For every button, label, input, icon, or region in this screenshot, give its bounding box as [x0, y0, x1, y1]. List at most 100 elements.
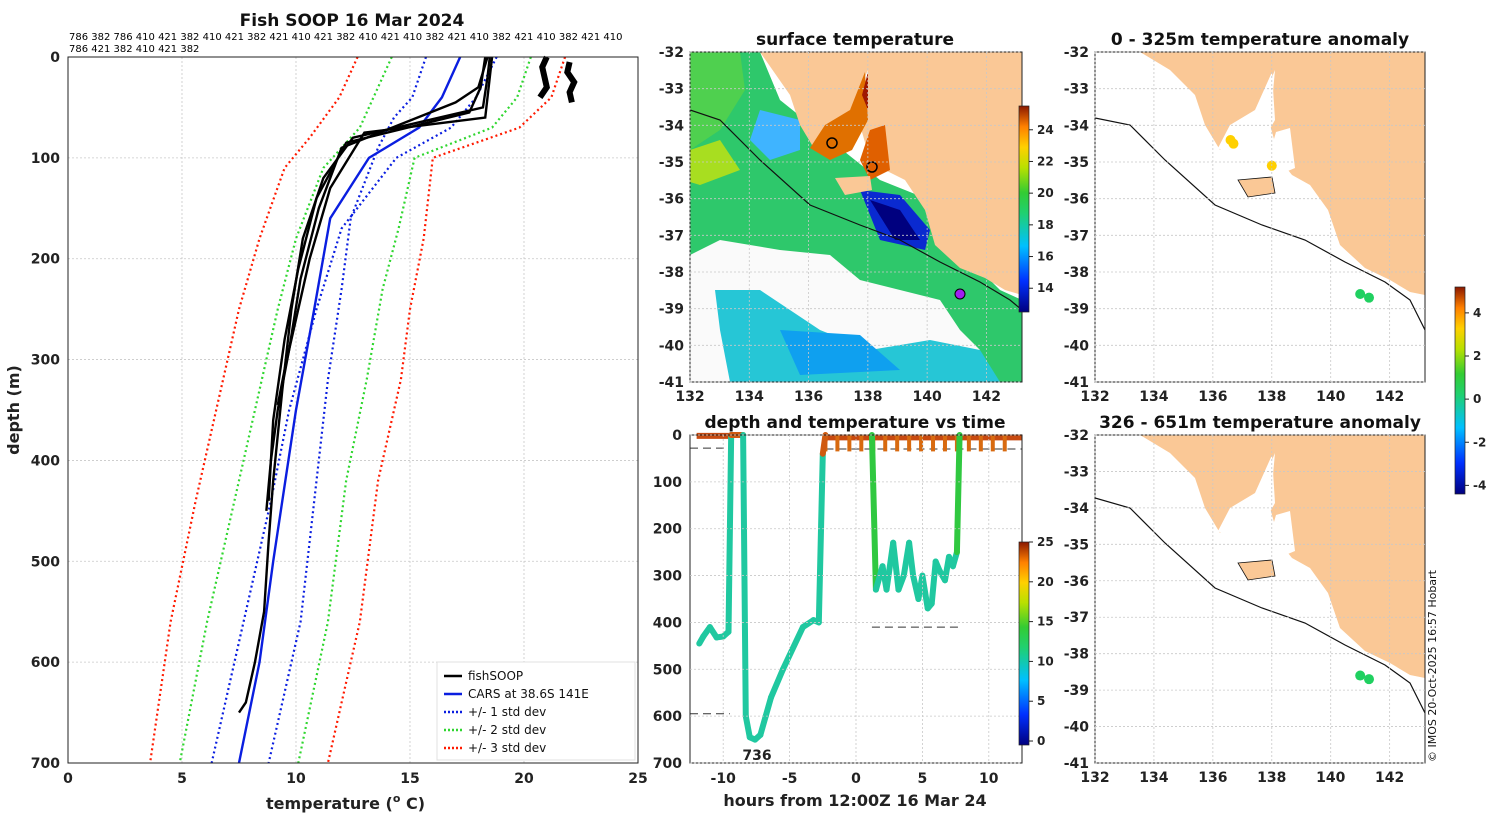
- anom2-points: [1355, 670, 1375, 685]
- anom1-xtick-label: 140: [1316, 389, 1345, 405]
- anomaly-colorbar: [1454, 286, 1466, 495]
- sst-ytick-label: -40: [659, 338, 685, 354]
- anom1-ticks: 132 134 136 138 140 142 -32 -33 -34 -35 -36 -37 -38 -…: [1064, 45, 1425, 405]
- time-trace-segment: [768, 666, 786, 701]
- sst-colorbar-tick-label: 14: [1037, 281, 1054, 295]
- anomaly-colorbar-tick-label: -4: [1473, 478, 1486, 492]
- time-colorbar-tick-label: 5: [1037, 694, 1045, 708]
- anomaly-colorbar-ticks: 4 2 0 -2 -4: [1465, 306, 1486, 492]
- time-trace-segment: [819, 432, 829, 457]
- profile-lines: [148, 55, 578, 764]
- anom1-xtick-label: 132: [1080, 389, 1109, 405]
- anom1-ytick-label: -33: [1064, 82, 1089, 98]
- time-xtick-label: -5: [782, 771, 798, 787]
- legend-label: fishSOOP: [468, 669, 523, 683]
- sst-colorbar-tick-label: 24: [1037, 123, 1054, 137]
- anomaly-point: [1364, 292, 1375, 303]
- time-max-depth-annotation: 736: [742, 748, 771, 764]
- profile-xlabel: temperature (o C): [266, 792, 425, 813]
- sst-title: surface temperature: [756, 30, 954, 50]
- profile-std-plus1-line: [267, 56, 428, 764]
- anom1-ytick-label: -38: [1064, 265, 1089, 281]
- profile-ytick-label: 500: [31, 554, 60, 570]
- legend-label: +/- 1 std dev: [468, 705, 546, 719]
- sst-colorbar-tick-label: 18: [1037, 218, 1054, 232]
- sst-xtick-label: 134: [735, 389, 764, 405]
- profile-fish-line: [537, 55, 551, 100]
- profile-xtick-label: 10: [286, 771, 306, 787]
- anom1-xtick-label: 136: [1198, 389, 1227, 405]
- time-chart: depth and temperature vs time -10 -5 0 5 100…: [653, 413, 1054, 810]
- time-colorbar-ticks: 25 20 15 10 5 0: [1029, 535, 1054, 748]
- sst-colorbar-ticks: 14 16 18 20 22 24: [1029, 123, 1054, 295]
- sst-ytick-label: -37: [659, 228, 684, 244]
- sst-ytick-label: -36: [659, 192, 684, 208]
- time-trace-segment: [742, 713, 753, 741]
- time-trace2-segment: [928, 558, 939, 607]
- sst-coldest: [870, 200, 920, 240]
- profile-fish-line: [238, 56, 491, 714]
- sst-gab-warm: [690, 140, 740, 185]
- sst-xtick-label: 132: [675, 389, 704, 405]
- profile-xtick-label: 0: [63, 771, 73, 787]
- anom2-xtick-label: 134: [1139, 770, 1168, 786]
- sst-xtick-label: 136: [794, 389, 823, 405]
- time-xtick-label: 5: [918, 771, 928, 787]
- sst-gulf-hot: [862, 72, 868, 110]
- time-trace2-segment: [890, 539, 902, 593]
- sst-ytick-label: -38: [659, 265, 684, 281]
- anom2-ytick-label: -40: [1064, 720, 1090, 736]
- anom2-ytick-label: -39: [1064, 683, 1089, 699]
- anom2-ytick-label: -33: [1064, 464, 1089, 480]
- time-xlabel: hours from 12:00Z 16 Mar 24: [723, 791, 986, 810]
- profile-cars-mean-line: [237, 56, 462, 764]
- sst-ticks: 132 134 136 138 140 142 -32 -33 -34 -35 -36 -37 -38 -…: [659, 45, 1022, 405]
- time-colorbar-tick-label: 15: [1037, 615, 1054, 629]
- profile-ytick-label: 0: [50, 50, 60, 66]
- anom2-ticks: 132 134 136 138 140 142 -32 -33 -34 -35 -36 -37 -38 -…: [1064, 428, 1425, 786]
- profile-xtick-label: 20: [514, 771, 534, 787]
- profile-legend: fishSOOP CARS at 38.6S 141E +/- 1 std dev +…: [436, 661, 636, 761]
- sst-map: surface temperature 132 134 1: [659, 30, 1054, 405]
- anom1-title: 0 - 325m temperature anomaly: [1111, 30, 1409, 50]
- anom1-xtick-label: 134: [1139, 389, 1168, 405]
- profile-ytick-label: 600: [31, 655, 60, 671]
- time-trace2-segment: [953, 432, 963, 556]
- time-trace2-segment: [906, 539, 917, 579]
- profile-fish-line: [267, 56, 487, 501]
- sst-ytick-label: -34: [659, 118, 685, 134]
- anom2-xtick-label: 140: [1316, 770, 1345, 786]
- anom1-kangaroo-island: [1237, 176, 1276, 198]
- time-trace-segment: [779, 624, 806, 673]
- anom1-ytick-label: -37: [1064, 228, 1089, 244]
- sst-shelf-contour: [690, 109, 1022, 311]
- time-trace2-segment: [919, 572, 931, 612]
- anomaly-point: [1364, 674, 1375, 685]
- sst-ytick-label: -35: [659, 155, 684, 171]
- sst-marker-1: [826, 137, 838, 149]
- profile-title: Fish SOOP 16 Mar 2024: [240, 11, 465, 31]
- time-ytick-label: 400: [653, 615, 682, 631]
- time-xtick-label: -10: [711, 771, 737, 787]
- profile-ids-line1: 786 382 786 410 421 382 410 421 382 421 …: [69, 32, 622, 43]
- anom2-spencer-gulf: [1218, 455, 1275, 543]
- anomaly-point: [1355, 670, 1366, 681]
- time-colorbar: [1018, 541, 1030, 746]
- profile-std-plus3-line: [148, 56, 359, 764]
- anom2-shelf-contour: [1095, 497, 1425, 714]
- time-ytick-label: 300: [653, 569, 682, 585]
- profile-std-minus2-line: [297, 56, 532, 764]
- sst-ytick-label: -39: [659, 302, 684, 318]
- sst-field: [690, 52, 1022, 382]
- sst-ytick-label: -32: [659, 45, 684, 61]
- profile-ytick-label: 100: [31, 151, 60, 167]
- profile-xtick-label: 5: [177, 771, 187, 787]
- anom2-ytick-label: -38: [1064, 647, 1089, 663]
- profile-std-plus2-line: [178, 56, 393, 764]
- profile-xtick-label: 15: [400, 771, 419, 787]
- anomaly-colorbar-tick-label: 0: [1473, 392, 1481, 406]
- sst-south-blue: [780, 330, 900, 375]
- anom1-ytick-label: -32: [1064, 45, 1089, 61]
- sst-ytick-label: -41: [659, 375, 684, 391]
